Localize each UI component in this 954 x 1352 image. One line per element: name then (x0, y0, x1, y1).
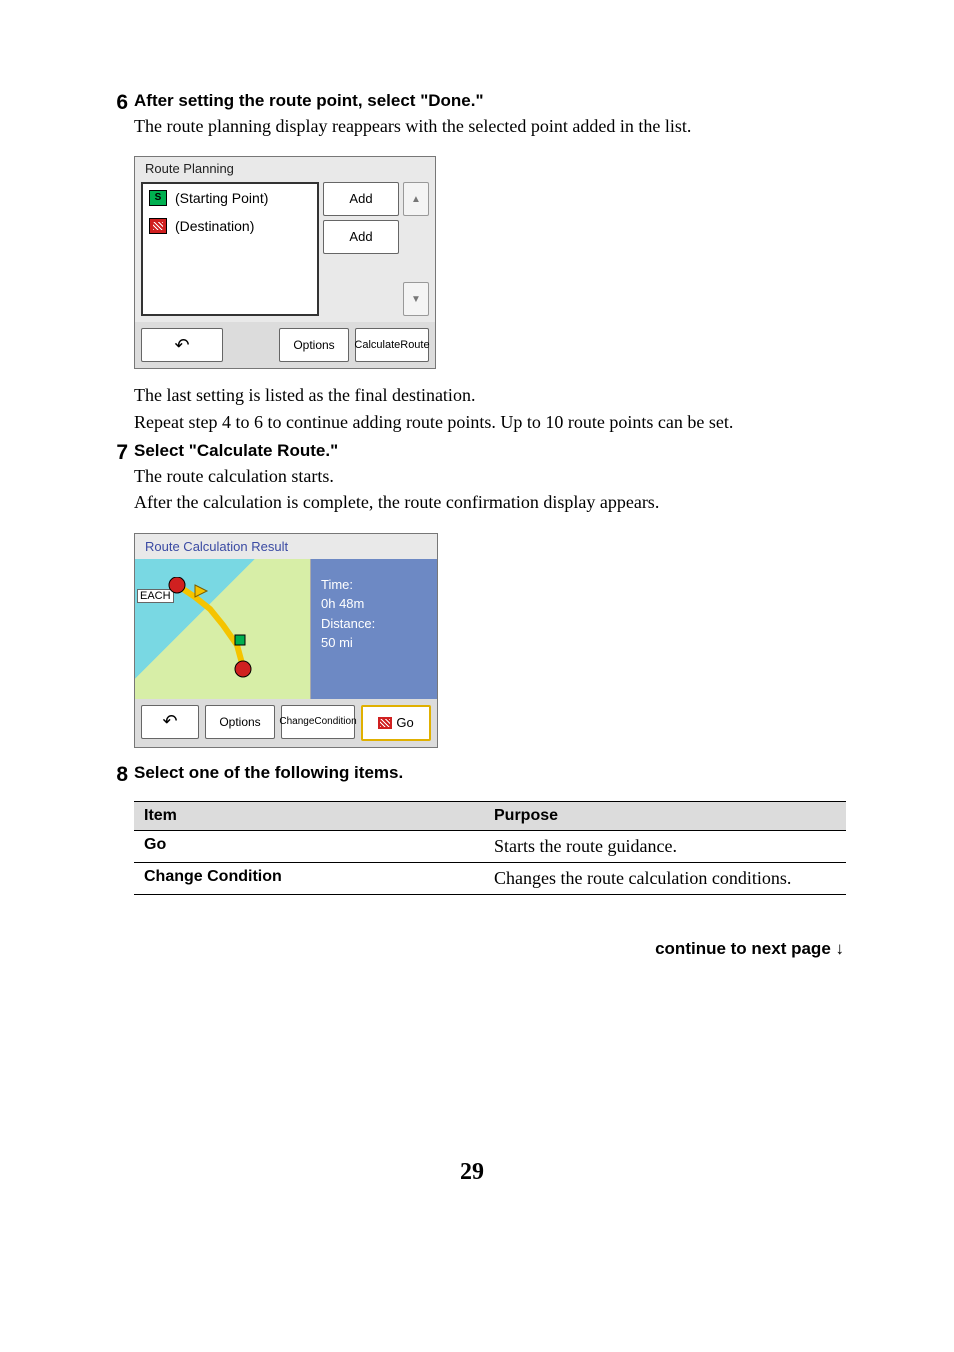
route-planning-footer: ↶ Options CalculateRoute (135, 322, 435, 368)
route-calc-footer: ↶ Options ChangeCondition Go (135, 699, 437, 747)
add-button-1[interactable]: Add (323, 182, 399, 216)
step-number: 6 (100, 90, 134, 138)
table-row: Change Condition Changes the route calcu… (134, 862, 846, 894)
start-icon: S (149, 190, 167, 206)
continue-text: continue to next page ↓ (100, 939, 844, 959)
route-overlay (165, 577, 295, 687)
route-calc-title: Route Calculation Result (135, 534, 437, 559)
step-number: 8 (100, 762, 134, 787)
step-title: After setting the route point, select "D… (134, 90, 844, 112)
route-calc-info: Time: 0h 48m Distance: 50 mi (311, 559, 437, 699)
step-title: Select "Calculate Route." (134, 440, 844, 462)
route-points-list: S (Starting Point) (Destination) (141, 182, 319, 316)
change-label-2: Condition (314, 716, 356, 727)
step6-note-1: The last setting is listed as the final … (134, 383, 844, 407)
step7-text-1: The route calculation starts. (134, 464, 844, 488)
route-planning-title: Route Planning (135, 157, 435, 182)
options-button[interactable]: Options (205, 705, 275, 739)
item-change-condition: Change Condition (134, 862, 484, 894)
continue-label: continue to next page (655, 939, 835, 958)
distance-label: Distance: (321, 614, 427, 634)
go-label: Go (396, 715, 413, 730)
table-header-row: Item Purpose (134, 801, 846, 830)
step-number: 7 (100, 440, 134, 515)
scroll-down-button[interactable]: ▼ (403, 282, 429, 316)
route-calc-body: EACH Time: 0h 48m Distance: (135, 559, 437, 699)
change-label-1: Change (279, 716, 314, 727)
route-calc-screenshot: Route Calculation Result EACH (134, 533, 844, 748)
add-button-2[interactable]: Add (323, 220, 399, 254)
calculate-route-button[interactable]: CalculateRoute (355, 328, 429, 362)
scroll-arrows: ▲ ▼ (403, 182, 429, 316)
down-arrow-icon: ↓ (836, 939, 845, 958)
down-arrow-icon: ▼ (411, 294, 421, 305)
destination-label: (Destination) (175, 218, 254, 234)
calc-label-2: Route (400, 339, 429, 351)
back-icon: ↶ (162, 711, 177, 732)
route-planning-screenshot: Route Planning S (Starting Point) (Desti… (134, 156, 844, 369)
route-planning-window: Route Planning S (Starting Point) (Desti… (134, 156, 436, 369)
calc-label-1: Calculate (354, 339, 400, 351)
destination-icon (149, 218, 167, 234)
step-text: The route planning display reappears wit… (134, 114, 844, 138)
back-button[interactable]: ↶ (141, 328, 223, 362)
items-table: Item Purpose Go Starts the route guidanc… (134, 801, 846, 895)
step-8: 8 Select one of the following items. (100, 762, 844, 787)
back-icon: ↶ (174, 335, 189, 356)
time-value: 0h 48m (321, 594, 427, 614)
starting-point-label: (Starting Point) (175, 190, 268, 206)
table-row: Go Starts the route guidance. (134, 830, 846, 862)
go-flag-icon (378, 717, 392, 729)
route-planning-side: Add Add (323, 182, 399, 316)
item-go: Go (134, 830, 484, 862)
step-6: 6 After setting the route point, select … (100, 90, 844, 138)
route-calc-map[interactable]: EACH (135, 559, 311, 699)
destination-row[interactable]: (Destination) (143, 212, 317, 240)
scroll-up-button[interactable]: ▲ (403, 182, 429, 216)
step-body: Select "Calculate Route." The route calc… (134, 440, 844, 515)
change-condition-button[interactable]: ChangeCondition (281, 705, 355, 739)
step-body: After setting the route point, select "D… (134, 90, 844, 138)
purpose-go: Starts the route guidance. (484, 830, 846, 862)
route-planning-main: S (Starting Point) (Destination) Add Add… (135, 182, 435, 322)
step-7: 7 Select "Calculate Route." The route ca… (100, 440, 844, 515)
back-button[interactable]: ↶ (141, 705, 199, 739)
distance-value: 50 mi (321, 633, 427, 653)
purpose-change-condition: Changes the route calculation conditions… (484, 862, 846, 894)
step7-text-2: After the calculation is complete, the r… (134, 490, 844, 514)
go-button[interactable]: Go (361, 705, 431, 741)
page-number: 29 (100, 1159, 844, 1186)
starting-point-row[interactable]: S (Starting Point) (143, 184, 317, 212)
table-header-purpose: Purpose (484, 801, 846, 830)
options-button[interactable]: Options (279, 328, 349, 362)
up-arrow-icon: ▲ (411, 194, 421, 205)
table-header-item: Item (134, 801, 484, 830)
route-calc-window: Route Calculation Result EACH (134, 533, 438, 748)
step6-note-2: Repeat step 4 to 6 to continue adding ro… (134, 410, 844, 434)
step-body: Select one of the following items. (134, 762, 844, 787)
time-label: Time: (321, 575, 427, 595)
step-title: Select one of the following items. (134, 762, 844, 784)
